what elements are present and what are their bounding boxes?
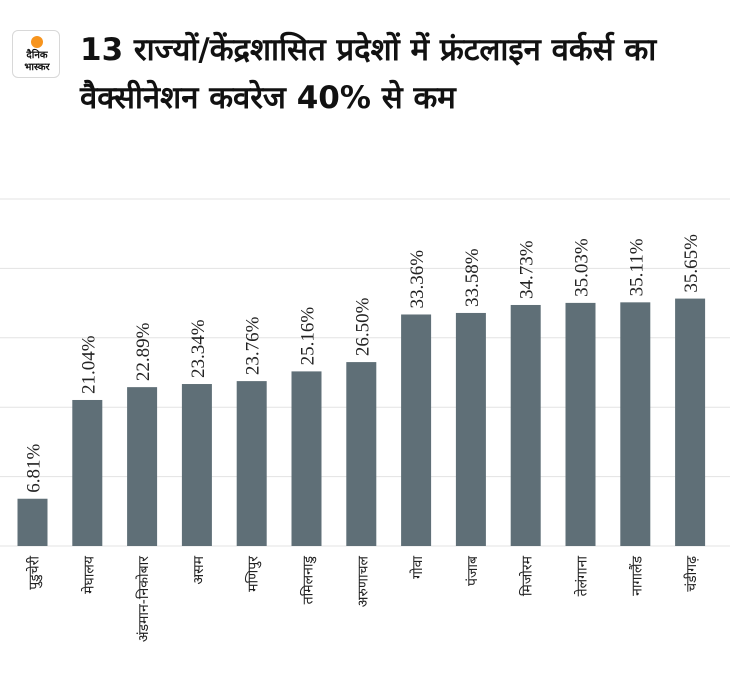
data-label: 33.58% bbox=[462, 248, 483, 307]
bar bbox=[401, 314, 432, 546]
data-label: 26.50% bbox=[352, 297, 373, 356]
chart-title: 13 राज्यों/केंद्रशासित प्रदेशों में फ्रं… bbox=[80, 32, 657, 116]
bar bbox=[72, 399, 103, 546]
data-label: 23.34% bbox=[188, 319, 209, 378]
data-label: 25.16% bbox=[298, 307, 319, 366]
data-label: 23.76% bbox=[243, 316, 264, 375]
bar bbox=[127, 387, 158, 546]
bar bbox=[620, 302, 651, 546]
category-label: अंडमान-निकोबार bbox=[135, 556, 152, 642]
category-label: मेघालय bbox=[80, 555, 97, 594]
category-label: गोवा bbox=[409, 556, 426, 579]
brand-logo: दैनिक भास्कर bbox=[12, 30, 60, 78]
bar bbox=[291, 371, 322, 546]
category-label: मिजोरम bbox=[519, 555, 536, 596]
bar bbox=[346, 362, 377, 546]
logo-text-line2: भास्कर bbox=[24, 62, 50, 73]
bar bbox=[675, 298, 706, 546]
bar bbox=[510, 304, 541, 546]
data-label: 6.81% bbox=[24, 443, 45, 492]
data-label: 21.04% bbox=[78, 335, 99, 394]
category-label: असम bbox=[191, 555, 207, 584]
data-label: 22.89% bbox=[133, 322, 154, 381]
data-label: 35.65% bbox=[681, 234, 702, 293]
category-label: अरुणाचल bbox=[355, 555, 371, 607]
category-label: पंजाब bbox=[465, 555, 481, 586]
category-label: तमिलनाडु bbox=[300, 555, 317, 604]
category-label: पुडुचेरी bbox=[26, 556, 43, 590]
bar bbox=[236, 381, 267, 546]
bar bbox=[17, 498, 48, 546]
data-label: 33.36% bbox=[407, 250, 428, 309]
bar bbox=[455, 312, 486, 546]
category-label: तेलंगाना bbox=[574, 556, 591, 597]
bar bbox=[181, 384, 212, 546]
logo-accent-dot bbox=[31, 36, 43, 48]
data-label: 35.11% bbox=[626, 238, 647, 296]
data-label: 34.73% bbox=[517, 240, 538, 299]
category-label: चंडीगढ़ bbox=[683, 555, 700, 592]
category-label: नागालैंड bbox=[628, 555, 645, 595]
bar bbox=[565, 302, 596, 546]
category-label: मणिपुर bbox=[245, 556, 262, 592]
logo-text-line1: दैनिक bbox=[26, 50, 48, 61]
data-label: 35.03% bbox=[572, 238, 593, 297]
